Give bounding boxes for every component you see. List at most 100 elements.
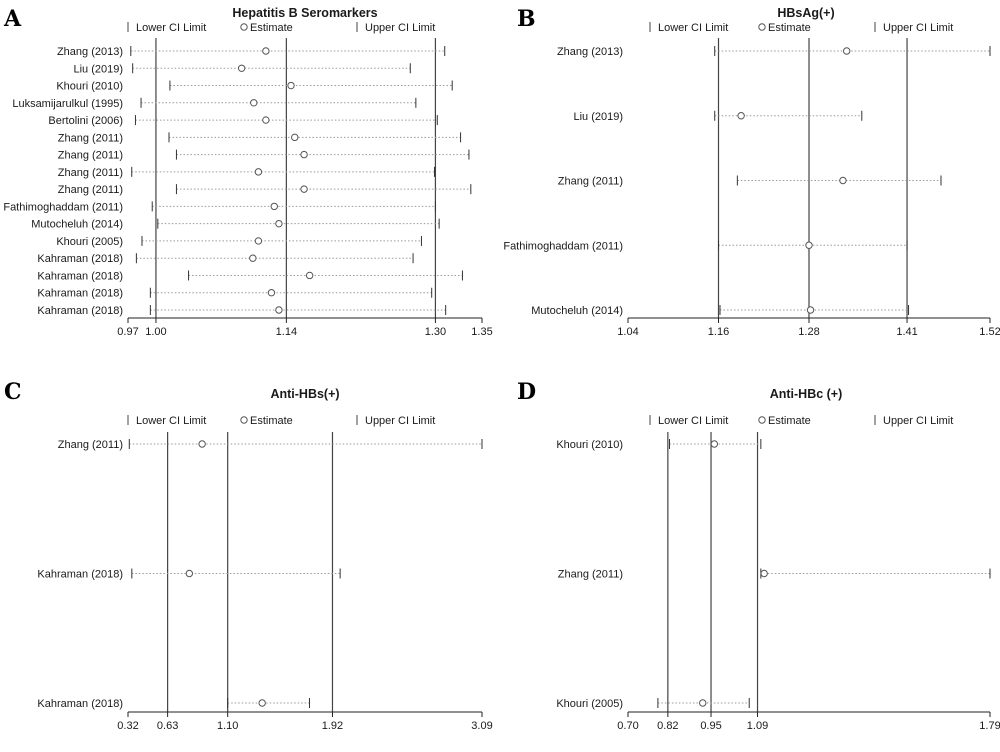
study-row: Kahraman (2018) (37, 698, 310, 710)
study-row: Zhang (2011) (58, 439, 483, 451)
forest-panel-b: B HBsAg(+) Lower CI Limit Estimate Upper CI … (503, 6, 1000, 338)
study-label: Kahraman (2018) (37, 569, 123, 581)
estimate-marker (291, 133, 299, 142)
estimate-marker (760, 569, 768, 578)
estimate-marker (250, 99, 258, 107)
legend-estimate-label: Estimate (768, 22, 811, 34)
study-row: Zhang (2011) (58, 132, 462, 144)
study-row: Khouri (2010) (56, 80, 453, 93)
study-label: Mutocheluh (2014) (531, 305, 623, 317)
study-label: Liu (2019) (73, 63, 123, 75)
study-row: Mutocheluh (2014) (31, 218, 440, 231)
study-label: Kahraman (2018) (37, 698, 123, 710)
study-row: Liu (2019) (573, 110, 863, 123)
legend-upper-label: Upper CI Limit (883, 415, 953, 427)
study-row: Kahraman (2018) (37, 270, 463, 282)
study-row: Zhang (2011) (558, 568, 991, 581)
estimate-marker (270, 202, 278, 211)
legend-upper-label: Upper CI Limit (883, 22, 953, 34)
legend-estimate-marker (758, 23, 766, 31)
estimate-marker (198, 440, 206, 448)
estimate-marker (843, 47, 851, 55)
legend: Lower CI Limit Estimate Upper CI Limit (127, 22, 435, 34)
estimate-marker (267, 289, 276, 297)
x-tick-label: 1.14 (276, 326, 297, 338)
study-label: Kahraman (2018) (37, 270, 123, 282)
estimate-marker (300, 150, 308, 159)
estimate-marker (254, 168, 263, 176)
estimate-marker (275, 219, 283, 228)
x-tick-label: 1.52 (979, 326, 1000, 338)
study-label: Zhang (2011) (558, 176, 623, 188)
study-label: Zhang (2011) (58, 150, 123, 162)
study-label: Fathimoghaddam (2011) (503, 240, 623, 252)
study-row: Kahraman (2018) (37, 305, 447, 317)
legend-lower-label: Lower CI Limit (658, 415, 728, 427)
estimate-marker (262, 47, 270, 55)
legend-lower-label: Lower CI Limit (658, 22, 728, 34)
legend: Lower CI Limit Estimate Upper CI Limit (127, 415, 435, 427)
panel-letter: D (517, 379, 536, 405)
legend-lower-label: Lower CI Limit (136, 22, 206, 34)
study-row: Kahraman (2018) (37, 568, 341, 581)
x-tick-label: 1.04 (617, 326, 638, 338)
study-row: Zhang (2011) (58, 184, 472, 196)
forest-panel-a: A Hepatitis B Seromarkers Lower CI Limit Es… (3, 6, 493, 338)
legend: Lower CI Limit Estimate Upper CI Limit (649, 22, 953, 34)
legend-estimate-label: Estimate (250, 415, 293, 427)
x-tick-label: 1.79 (979, 720, 1000, 732)
study-label: Kahraman (2018) (37, 305, 123, 317)
estimate-marker (262, 116, 270, 124)
study-row: Fathimoghaddam (2011) (3, 201, 436, 213)
legend-estimate-label: Estimate (250, 22, 293, 34)
study-label: Luksamijarulkul (1995) (12, 98, 123, 110)
x-tick-label: 0.32 (117, 720, 138, 732)
estimate-marker (839, 176, 847, 185)
study-label: Zhang (2011) (58, 184, 123, 196)
x-tick-label: 1.28 (798, 326, 819, 338)
study-row: Zhang (2011) (558, 175, 942, 188)
legend-estimate-label: Estimate (768, 415, 811, 427)
estimate-marker (305, 271, 314, 280)
panel-letter: A (3, 6, 22, 32)
estimate-marker (249, 254, 257, 262)
study-row: Kahraman (2018) (37, 253, 414, 265)
panel-letter: C (4, 379, 22, 405)
study-row: Kahraman (2018) (37, 287, 433, 300)
x-tick-label: 1.16 (708, 326, 729, 338)
panel-title: Anti-HBs(+) (270, 387, 339, 401)
x-tick-label: 1.09 (747, 720, 768, 732)
panel-title: Hepatitis B Seromarkers (232, 6, 377, 20)
study-label: Khouri (2010) (556, 439, 623, 451)
estimate-marker (237, 64, 246, 72)
estimate-marker (699, 699, 707, 707)
legend-estimate-marker (240, 23, 248, 31)
study-row: Zhang (2013) (57, 46, 446, 58)
x-tick-label: 1.30 (425, 326, 446, 338)
estimate-marker (275, 306, 283, 314)
estimate-marker (300, 185, 308, 193)
estimate-marker (287, 81, 295, 90)
x-tick-label: 1.41 (896, 326, 917, 338)
study-label: Liu (2019) (573, 111, 623, 123)
estimate-marker (185, 569, 194, 578)
x-tick-label: 0.63 (157, 720, 178, 732)
study-label: Kahraman (2018) (37, 253, 123, 265)
x-tick-label: 1.35 (471, 326, 492, 338)
x-tick-label: 1.00 (145, 326, 166, 338)
estimate-marker (805, 241, 813, 249)
study-row: Liu (2019) (73, 63, 411, 75)
x-tick-label: 0.97 (117, 326, 138, 338)
forest-panel-c: C Anti-HBs(+) Lower CI Limit Estimate Upper … (4, 379, 493, 732)
study-label: Zhang (2011) (58, 439, 123, 451)
study-row: Zhang (2011) (58, 149, 470, 162)
legend-estimate-marker (758, 416, 766, 424)
study-row: Zhang (2013) (557, 46, 991, 58)
study-label: Zhang (2011) (58, 167, 123, 179)
x-tick-label: 0.70 (617, 720, 638, 732)
study-row: Zhang (2011) (58, 166, 435, 179)
study-row: Khouri (2005) (56, 235, 422, 248)
estimate-marker (737, 112, 745, 120)
study-row: Khouri (2005) (556, 698, 750, 710)
